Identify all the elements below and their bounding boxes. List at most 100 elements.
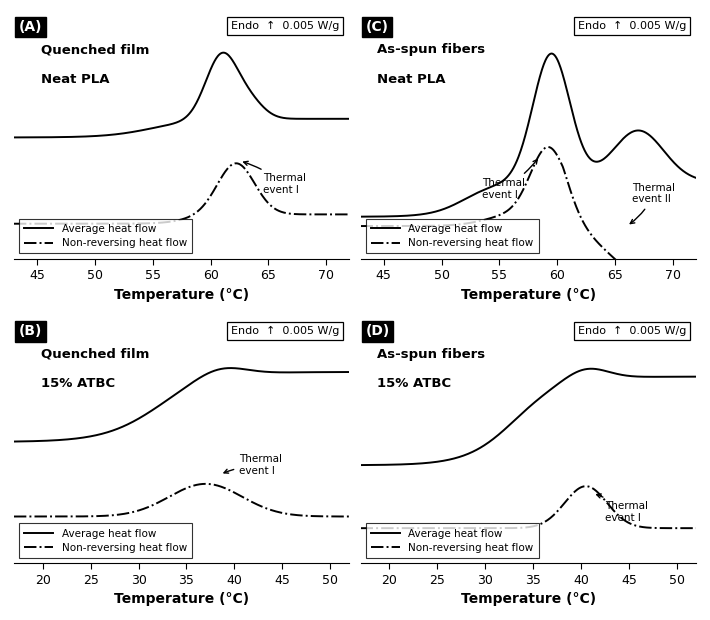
Non-reversing heat flow [208, 480, 217, 488]
Average heat flow [415, 460, 424, 467]
Non-reversing heat flow [234, 491, 243, 498]
Line: Average heat flow: Average heat flow [14, 368, 349, 441]
Average heat flow [207, 63, 216, 71]
Non-reversing heat flow [96, 220, 104, 228]
Legend: Average heat flow, Non-reversing heat flow: Average heat flow, Non-reversing heat fl… [366, 523, 539, 558]
Non-reversing heat flow [581, 222, 589, 229]
Text: Thermal
event I: Thermal event I [596, 494, 648, 523]
Average heat flow [692, 373, 700, 381]
Average heat flow [10, 438, 18, 445]
Average heat flow [547, 50, 556, 57]
Average heat flow [580, 366, 589, 373]
Average heat flow [555, 60, 563, 67]
Average heat flow [263, 368, 271, 376]
Text: Endo  ↑  0.005 W/g: Endo ↑ 0.005 W/g [231, 21, 339, 31]
Average heat flow [508, 166, 517, 174]
Average heat flow [609, 145, 618, 153]
Non-reversing heat flow [609, 507, 618, 515]
X-axis label: Temperature (°C): Temperature (°C) [461, 288, 596, 302]
Average heat flow [442, 456, 451, 464]
Average heat flow [609, 370, 618, 377]
Text: 15% ATBC: 15% ATBC [40, 377, 115, 390]
Text: As-spun fibers: As-spun fibers [377, 43, 486, 56]
Non-reversing heat flow [356, 223, 365, 230]
Average heat flow [554, 380, 562, 388]
X-axis label: Temperature (°C): Temperature (°C) [114, 288, 249, 302]
Non-reversing heat flow [69, 220, 77, 228]
Non-reversing heat flow [580, 482, 589, 490]
Average heat flow [96, 132, 104, 140]
Line: Non-reversing heat flow: Non-reversing heat flow [14, 163, 349, 224]
Non-reversing heat flow [345, 211, 354, 218]
Non-reversing heat flow [207, 190, 216, 198]
Non-reversing heat flow [442, 525, 451, 532]
Text: Thermal
event I: Thermal event I [224, 454, 282, 476]
Average heat flow [356, 461, 365, 469]
Line: Average heat flow: Average heat flow [14, 53, 349, 138]
Average heat flow [96, 430, 104, 438]
Text: Quenched film: Quenched film [40, 43, 149, 56]
Average heat flow [69, 435, 77, 443]
Non-reversing heat flow [10, 220, 18, 228]
Text: As-spun fibers: As-spun fibers [377, 348, 486, 361]
X-axis label: Temperature (°C): Temperature (°C) [461, 592, 596, 606]
Non-reversing heat flow [692, 525, 700, 532]
Text: Endo  ↑  0.005 W/g: Endo ↑ 0.005 W/g [578, 21, 686, 31]
Average heat flow [508, 418, 517, 426]
Non-reversing heat flow [232, 159, 241, 167]
Non-reversing heat flow [609, 254, 618, 262]
Average heat flow [692, 174, 700, 182]
Average heat flow [226, 365, 235, 372]
Non-reversing heat flow [442, 221, 451, 229]
Text: Endo  ↑  0.005 W/g: Endo ↑ 0.005 W/g [231, 326, 339, 336]
Legend: Average heat flow, Non-reversing heat flow: Average heat flow, Non-reversing heat fl… [19, 523, 192, 558]
Non-reversing heat flow [69, 513, 77, 520]
Non-reversing heat flow [508, 525, 517, 532]
Average heat flow [207, 368, 216, 376]
Line: Average heat flow: Average heat flow [361, 53, 696, 216]
Average heat flow [10, 134, 18, 141]
Average heat flow [234, 67, 243, 74]
Text: (B): (B) [19, 324, 43, 339]
Legend: Average heat flow, Non-reversing heat flow: Average heat flow, Non-reversing heat fl… [19, 219, 192, 254]
Text: 15% ATBC: 15% ATBC [377, 377, 452, 390]
Non-reversing heat flow [356, 525, 365, 532]
Average heat flow [581, 148, 589, 155]
Line: Non-reversing heat flow: Non-reversing heat flow [361, 486, 696, 528]
Non-reversing heat flow [554, 507, 562, 514]
Text: Quenched film: Quenched film [40, 348, 149, 361]
Text: Thermal
event II: Thermal event II [630, 183, 675, 224]
Average heat flow [442, 204, 451, 211]
Non-reversing heat flow [263, 505, 271, 512]
Average heat flow [415, 211, 424, 218]
Text: Neat PLA: Neat PLA [40, 73, 109, 86]
Text: (D): (D) [366, 324, 390, 339]
Non-reversing heat flow [555, 155, 563, 162]
Text: Thermal
event I: Thermal event I [482, 159, 537, 200]
Non-reversing heat flow [415, 222, 424, 229]
X-axis label: Temperature (°C): Temperature (°C) [114, 592, 249, 606]
Non-reversing heat flow [263, 198, 271, 206]
Average heat flow [587, 365, 596, 373]
Non-reversing heat flow [161, 495, 170, 502]
Non-reversing heat flow [581, 482, 590, 490]
Average heat flow [219, 49, 228, 56]
Non-reversing heat flow [10, 513, 18, 520]
Average heat flow [345, 368, 354, 376]
Non-reversing heat flow [692, 329, 700, 337]
Average heat flow [263, 107, 271, 114]
Text: Neat PLA: Neat PLA [377, 73, 446, 86]
Average heat flow [69, 133, 77, 141]
Line: Non-reversing heat flow: Non-reversing heat flow [361, 147, 696, 333]
Non-reversing heat flow [345, 513, 354, 520]
Text: Endo  ↑  0.005 W/g: Endo ↑ 0.005 W/g [578, 326, 686, 336]
Line: Non-reversing heat flow: Non-reversing heat flow [14, 484, 349, 516]
Text: (A): (A) [19, 20, 43, 34]
Non-reversing heat flow [96, 512, 104, 520]
Text: (C): (C) [366, 20, 388, 34]
Average heat flow [161, 122, 170, 129]
Text: Thermal
event I: Thermal event I [244, 161, 306, 195]
Legend: Average heat flow, Non-reversing heat flow: Average heat flow, Non-reversing heat fl… [366, 219, 539, 254]
Average heat flow [345, 115, 354, 123]
Average heat flow [356, 213, 365, 220]
